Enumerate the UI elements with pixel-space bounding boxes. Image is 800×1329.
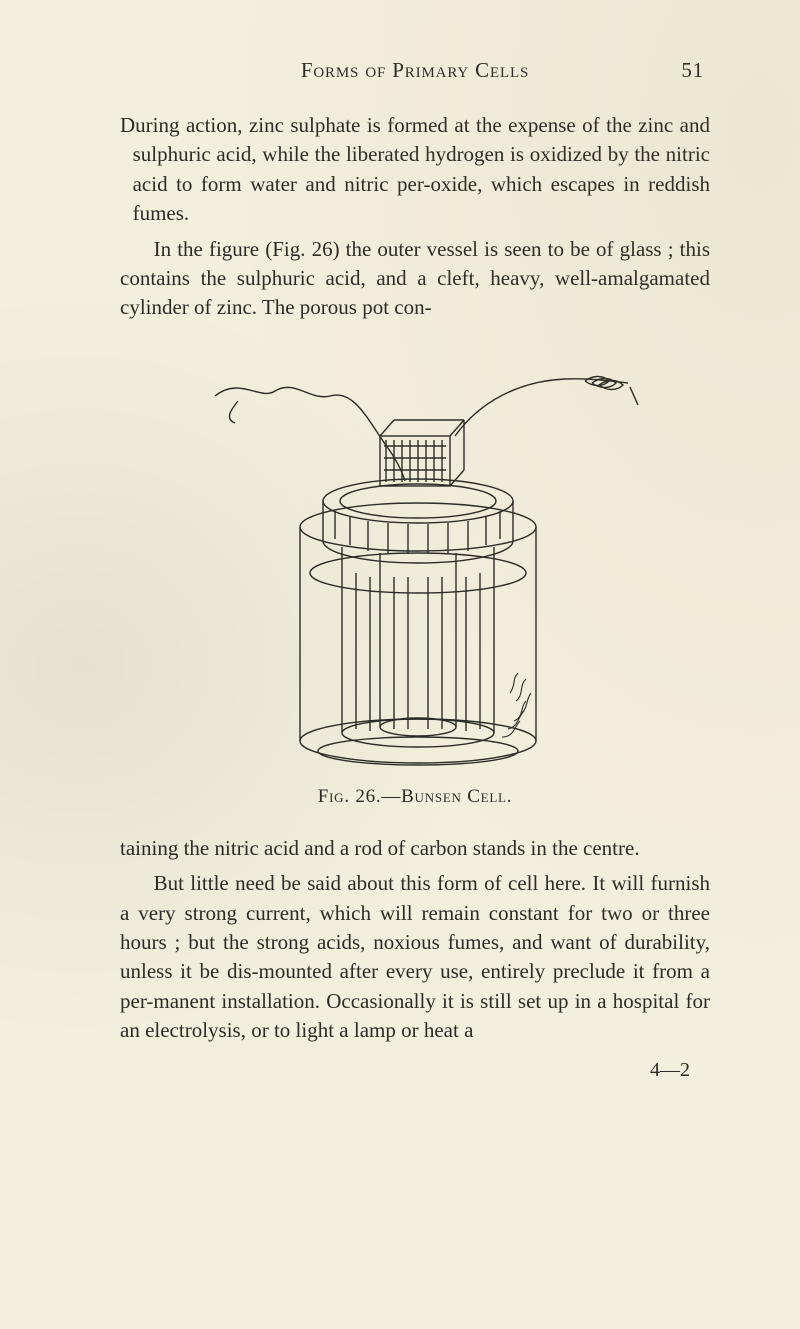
paragraph-4: But little need be said about this form … (120, 869, 710, 1045)
paragraph-3: taining the nitric acid and a rod of car… (120, 834, 710, 863)
running-head: Forms of Primary Cells 51 (120, 58, 710, 83)
bunsen-cell-icon (180, 341, 650, 771)
figure-bunsen-cell (120, 341, 710, 776)
body-text-upper: During action, zinc sulphate is formed a… (120, 111, 710, 323)
page: Forms of Primary Cells 51 During action,… (0, 0, 800, 1329)
running-head-title: Forms of Primary Cells (166, 58, 664, 83)
paragraph-1: During action, zinc sulphate is formed a… (120, 111, 710, 229)
paragraph-2: In the figure (Fig. 26) the outer vessel… (120, 235, 710, 323)
signature-mark: 4—2 (120, 1059, 710, 1082)
page-number: 51 (664, 58, 704, 83)
figure-caption: Fig. 26.—Bunsen Cell. (120, 786, 710, 808)
body-text-lower: taining the nitric acid and a rod of car… (120, 834, 710, 1046)
